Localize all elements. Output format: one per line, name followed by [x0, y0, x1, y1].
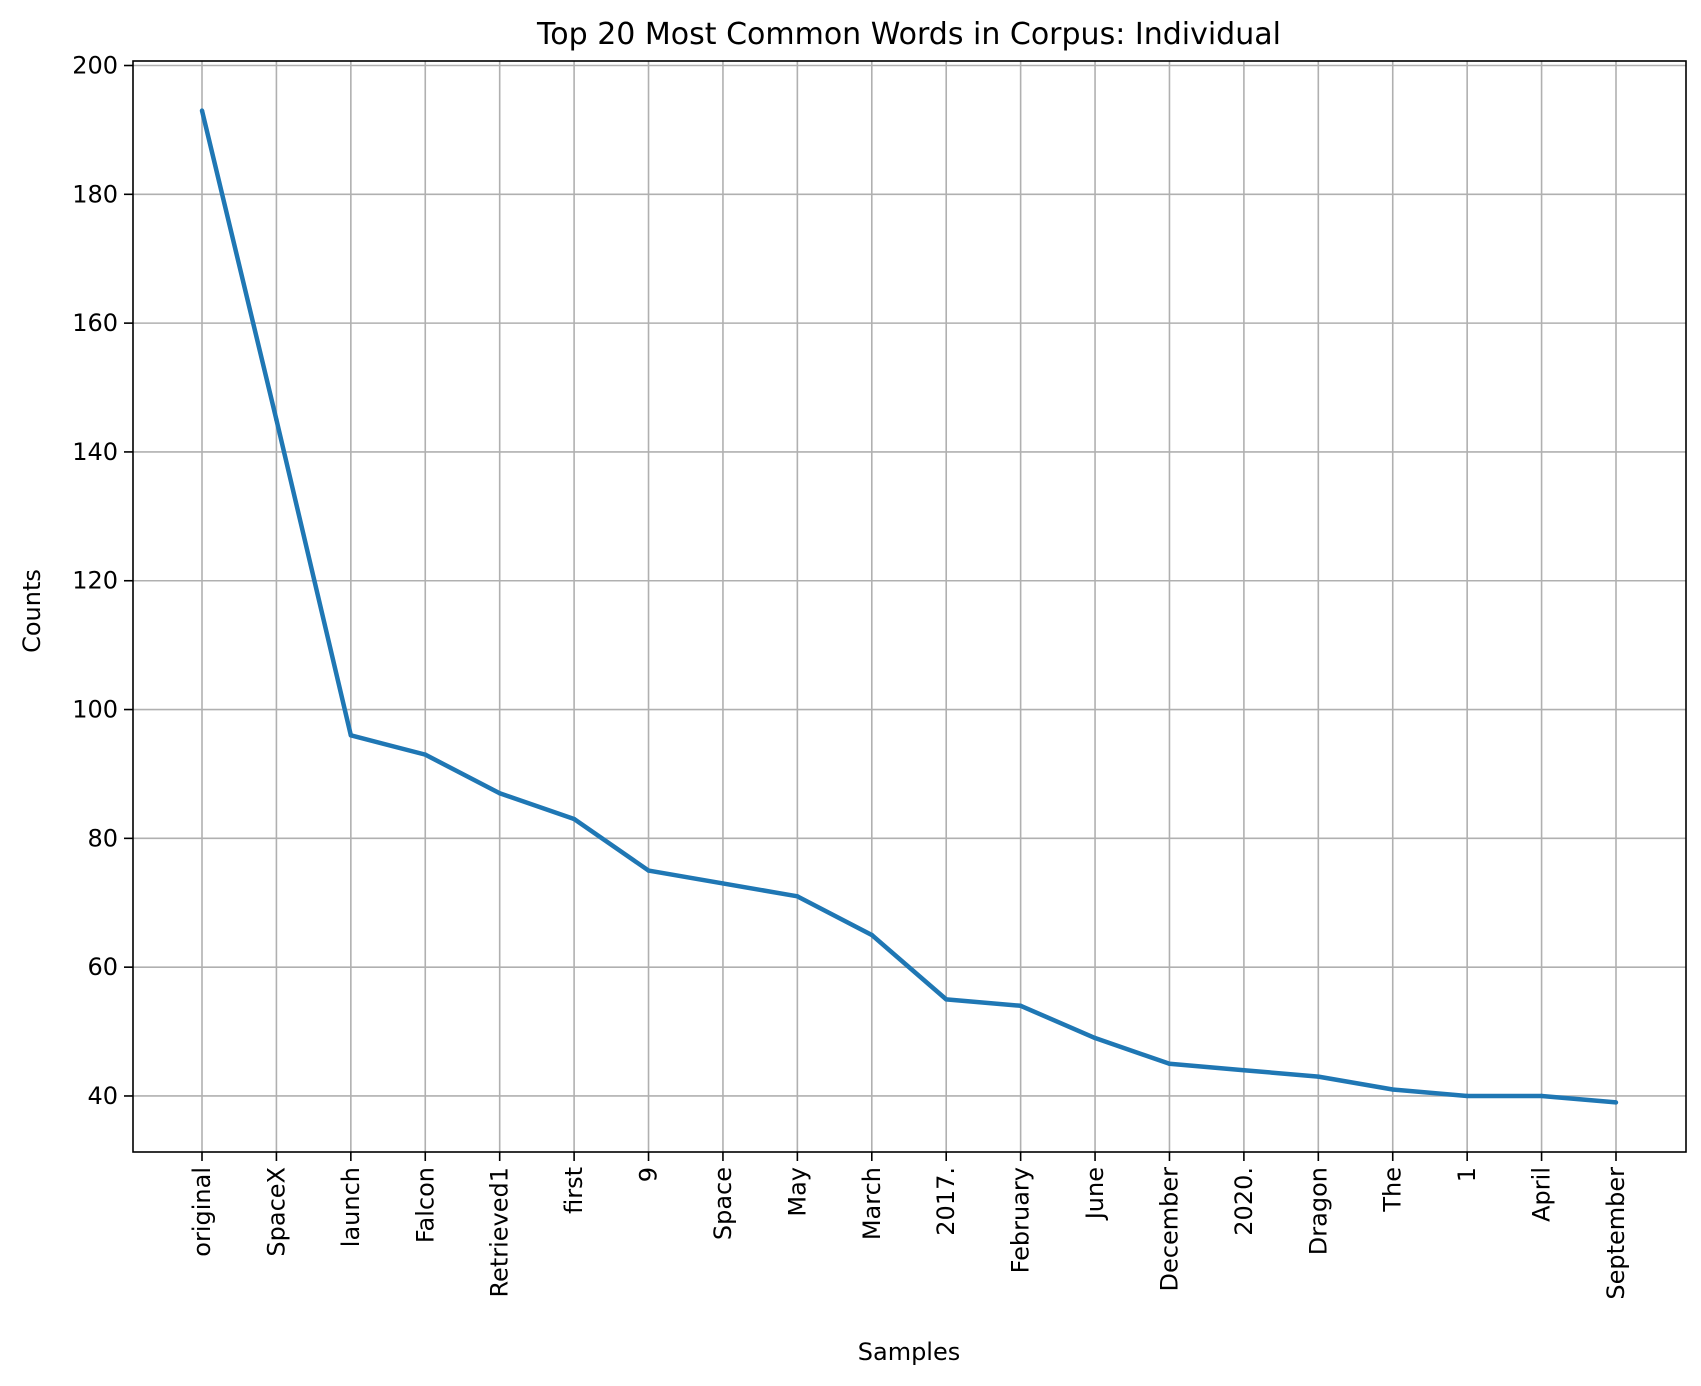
y-tick-label: 120 — [72, 567, 118, 595]
x-tick-label: 9 — [635, 1167, 663, 1182]
x-tick-label: March — [858, 1167, 886, 1240]
x-tick-label: Retrieved1 — [486, 1167, 514, 1298]
series-line — [199, 110, 1617, 1105]
x-tick-label: original — [188, 1167, 216, 1257]
x-tick-label: Dragon — [1304, 1167, 1332, 1255]
data-point — [795, 894, 800, 899]
y-tick-label: 40 — [87, 1082, 118, 1110]
x-tick-label: Falcon — [411, 1167, 439, 1243]
x-tick-label: SpaceX — [262, 1167, 290, 1257]
x-tick-label: February — [1007, 1167, 1035, 1273]
x-tick-label: September — [1602, 1167, 1630, 1300]
y-tick-label: 80 — [87, 824, 118, 852]
x-tick-label: 2017. — [932, 1167, 960, 1236]
data-point — [1390, 1087, 1395, 1092]
data-point — [571, 816, 577, 822]
data-point — [1018, 1003, 1023, 1009]
data-point — [423, 752, 428, 757]
data-point — [944, 997, 949, 1002]
data-point — [497, 791, 502, 796]
data-point — [720, 881, 726, 886]
chart-title: Top 20 Most Common Words in Corpus: Indi… — [536, 17, 1281, 52]
y-tick-label: 180 — [72, 180, 118, 208]
data-point — [1241, 1068, 1247, 1073]
y-tick-label: 160 — [72, 309, 118, 337]
x-axis-label: Samples — [858, 1338, 961, 1366]
x-tick-label: April — [1528, 1167, 1556, 1222]
x-tick-label: 2020. — [1230, 1167, 1258, 1236]
data-point — [869, 932, 874, 938]
y-tick-label: 60 — [87, 953, 118, 981]
y-axis-label: Counts — [18, 569, 46, 653]
data-point — [646, 868, 651, 873]
data-point — [274, 417, 279, 422]
x-tick-label: first — [560, 1167, 588, 1214]
data-point — [1539, 1093, 1544, 1099]
axes-layer — [132, 60, 1687, 1153]
data-point — [1167, 1061, 1172, 1066]
y-tick-label: 100 — [72, 696, 118, 724]
x-tick-label: June — [1081, 1167, 1109, 1221]
data-point — [1316, 1074, 1321, 1079]
series-layer — [199, 108, 1619, 1105]
y-tick-label: 140 — [72, 438, 118, 466]
x-tick-label: December — [1155, 1167, 1183, 1292]
plot-frame — [132, 60, 1687, 1153]
x-tick-label: launch — [337, 1167, 365, 1247]
x-tick-label: 1 — [1453, 1167, 1481, 1182]
x-tick-label: Space — [709, 1167, 737, 1240]
data-point — [348, 733, 354, 738]
y-tick-label: 200 — [72, 52, 118, 80]
data-point — [199, 108, 205, 113]
x-tick-label: May — [783, 1167, 811, 1217]
data-point — [1092, 1035, 1098, 1041]
x-tick-label: The — [1379, 1167, 1407, 1213]
ticks-layer: original SpaceX launch Falcon Retrieved1 firs… — [72, 52, 1630, 1300]
data-point — [1464, 1093, 1470, 1099]
grid-layer — [133, 61, 1686, 1152]
data-point — [1613, 1100, 1619, 1105]
